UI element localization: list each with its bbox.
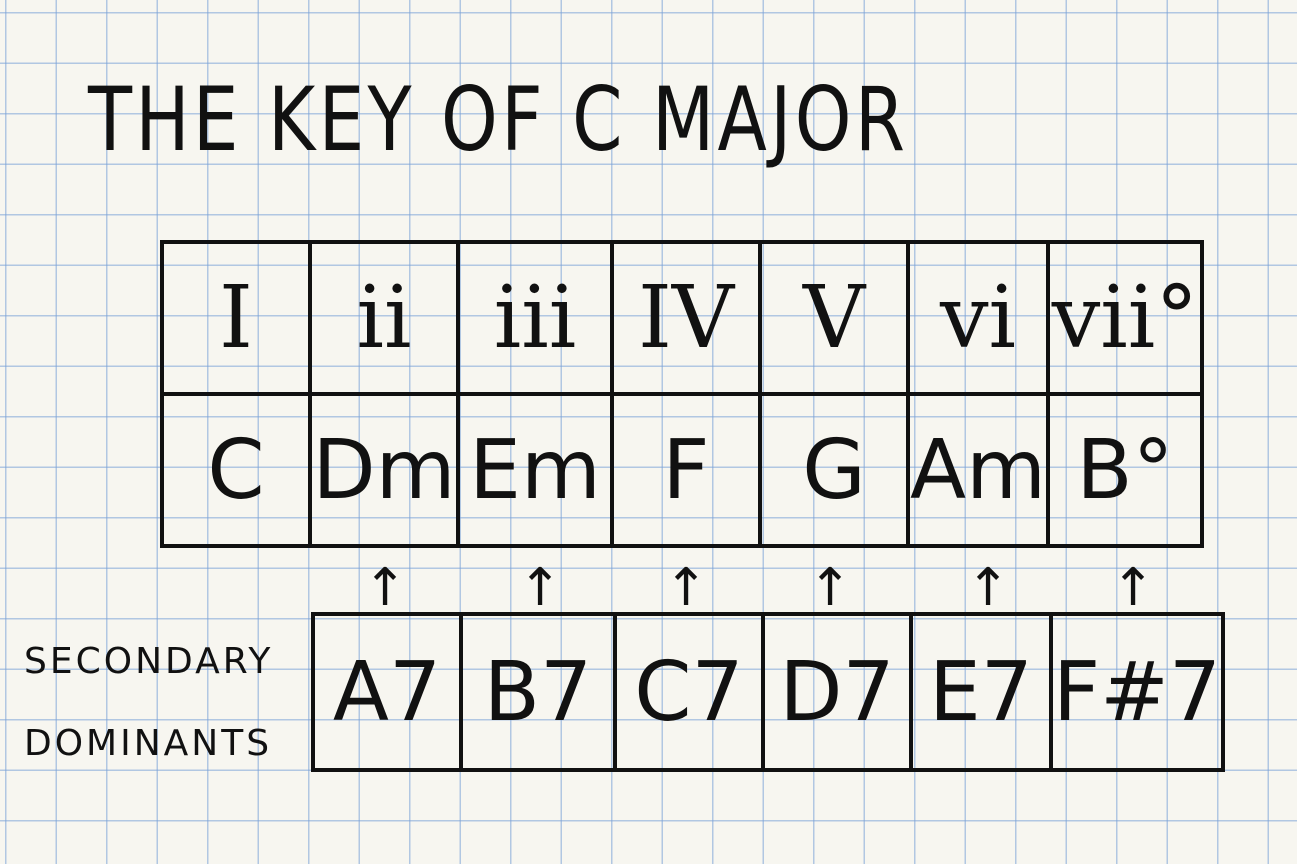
chord-cell-1: C [160, 392, 312, 548]
numeral-cell-7: vii° [1046, 240, 1204, 396]
arrow-up-icon: ↑ [966, 558, 1010, 618]
secondary-cell-4: D7 [761, 612, 913, 772]
arrow-up-icon: ↑ [518, 558, 562, 618]
arrow-up-icon: ↑ [1111, 558, 1155, 618]
numeral-cell-6: vi [906, 240, 1050, 396]
numeral-cell-1: I [160, 240, 312, 396]
secondary-label-line-2: Dominants [24, 723, 273, 764]
arrow-up-icon: ↑ [808, 558, 852, 618]
secondary-dominant-row: A7 B7 C7 D7 E7 F#7 [311, 612, 1226, 772]
secondary-cell-2: B7 [459, 612, 617, 772]
page-title: The Key of C Major [88, 68, 909, 171]
chord-cell-3: Em [456, 392, 614, 548]
chord-cell-4: F [610, 392, 762, 548]
secondary-dominants-table: A7 B7 C7 D7 E7 F#7 [311, 612, 1226, 772]
secondary-cell-5: E7 [909, 612, 1053, 772]
chord-cell-2: Dm [308, 392, 460, 548]
numeral-cell-2: ii [308, 240, 460, 396]
chord-cell-6: Am [906, 392, 1050, 548]
numeral-cell-3: iii [456, 240, 614, 396]
roman-numeral-row: I ii iii IV V vi vii° [160, 240, 1204, 396]
chord-cell-5: G [758, 392, 910, 548]
arrow-up-icon: ↑ [664, 558, 708, 618]
arrow-up-icon: ↑ [363, 558, 407, 618]
secondary-cell-1: A7 [311, 612, 463, 772]
numeral-cell-5: V [758, 240, 910, 396]
numeral-cell-4: IV [610, 240, 762, 396]
secondary-label-line-1: Secondary [24, 641, 274, 682]
scale-degree-table: I ii iii IV V vi vii° C Dm Em F G Am B° [160, 240, 1204, 548]
chord-cell-7: B° [1046, 392, 1204, 548]
secondary-cell-6: F#7 [1048, 612, 1226, 772]
secondary-cell-3: C7 [613, 612, 765, 772]
chord-row: C Dm Em F G Am B° [160, 392, 1204, 548]
